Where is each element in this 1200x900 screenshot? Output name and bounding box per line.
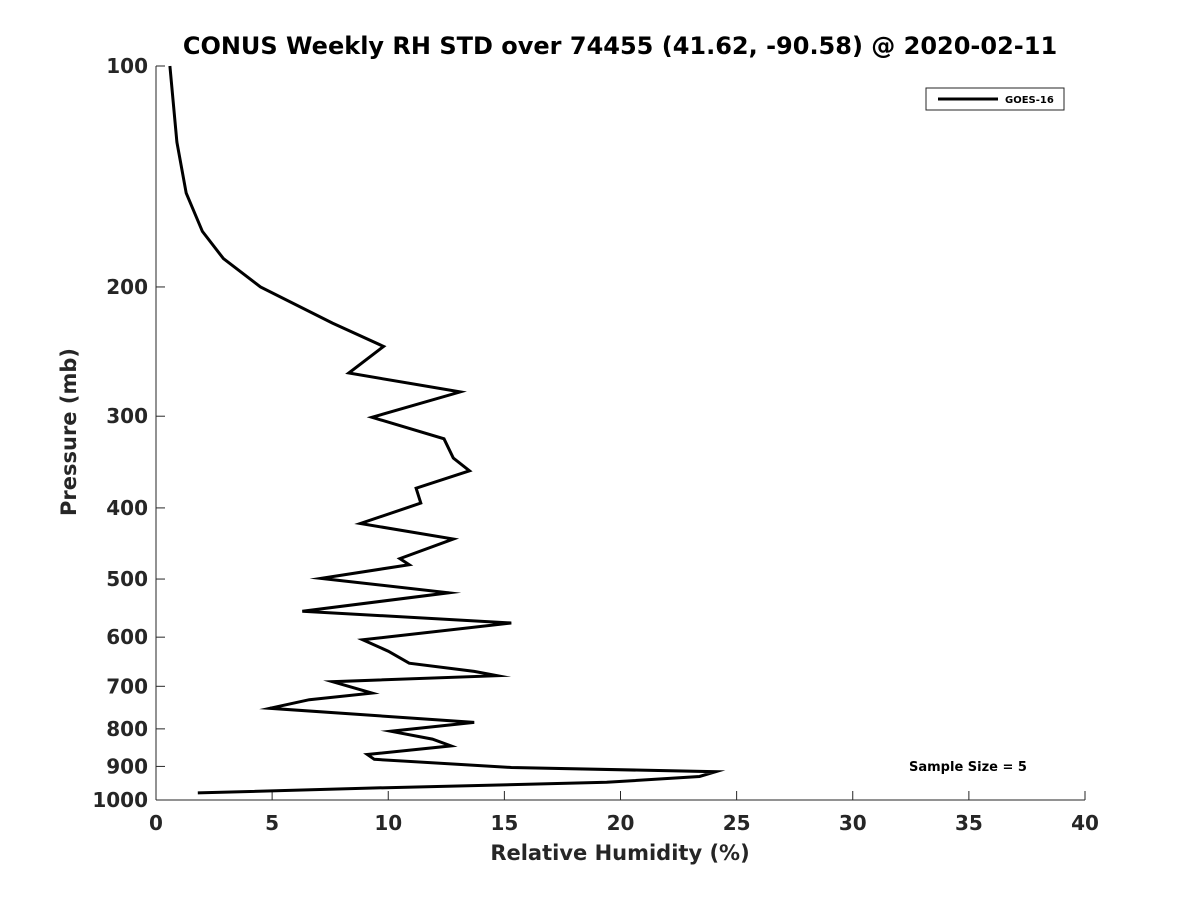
y-tick-label: 500 [106,567,148,591]
legend: GOES-16 [925,87,1065,111]
y-tick-label: 1000 [92,788,148,812]
x-tick-label: 30 [839,811,867,835]
sample-size-annotation: Sample Size = 5 [909,760,1027,775]
x-tick-label: 40 [1071,811,1099,835]
x-tick-label: 35 [955,811,983,835]
y-tick-label: 900 [106,754,148,778]
y-tick-label: 600 [106,625,148,649]
y-tick-label: 300 [106,404,148,428]
x-tick-label: 0 [149,811,163,835]
axis-ticks: 0 5 10 15 20 25 30 35 40 100 200 300 400 500 600 700 800… [92,54,1099,835]
plot-axes [155,66,1085,801]
x-tick-label: 10 [374,811,402,835]
y-tick-label: 400 [106,496,148,520]
x-axis-label: Relative Humidity (%) [490,841,749,865]
series-line-goes-16 [168,65,726,795]
x-tick-label: 5 [265,811,279,835]
series-layer [168,65,726,795]
y-tick-label: 800 [106,717,148,741]
y-tick-label: 200 [106,275,148,299]
legend-label-goes-16: GOES-16 [1005,95,1054,106]
chart-title: CONUS Weekly RH STD over 74455 (41.62, -… [183,32,1057,60]
y-tick-label: 100 [106,54,148,78]
x-tick-label: 25 [723,811,751,835]
x-tick-label: 15 [490,811,518,835]
x-tick-label: 20 [607,811,635,835]
y-axis-label: Pressure (mb) [57,348,81,516]
y-tick-label: 700 [106,674,148,698]
